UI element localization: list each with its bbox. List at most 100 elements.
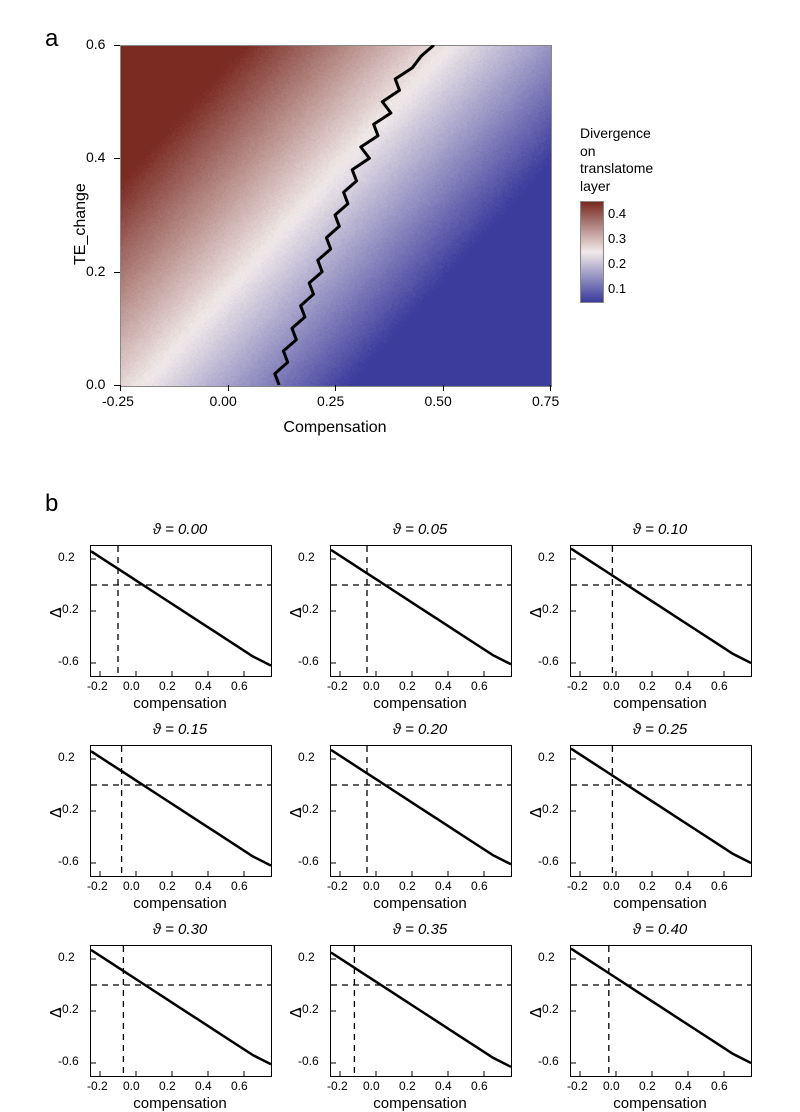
sm-xlabel: compensation (330, 895, 510, 912)
sm-title: ϑ = 0.35 (330, 921, 510, 938)
heatmap-xtick: 0.25 (317, 393, 344, 409)
sm-xtick: 0.4 (675, 879, 692, 893)
sm-ytick: -0.6 (538, 1054, 559, 1068)
sm-title: ϑ = 0.30 (90, 921, 270, 938)
sm-xtick: 0.6 (231, 679, 248, 693)
sm-xtick: 0.6 (231, 879, 248, 893)
heatmap-ytick: 0.6 (86, 36, 105, 52)
sm-xtick: -0.2 (327, 879, 348, 893)
sm-ytick: -0.6 (58, 654, 79, 668)
legend-tick: 0.3 (608, 231, 626, 246)
legend-title: Divergence ontranslatomelayer (580, 125, 653, 195)
sm-title: ϑ = 0.25 (570, 721, 750, 738)
small-multiple: ϑ = 0.05-0.20.00.20.40.6-0.6-0.20.2Δcomp… (330, 545, 510, 675)
sm-ytick: -0.6 (58, 1054, 79, 1068)
sm-plot (330, 745, 512, 877)
sm-title: ϑ = 0.05 (330, 521, 510, 538)
sm-xtick: 0.0 (363, 679, 380, 693)
sm-ytick: -0.6 (298, 654, 319, 668)
sm-xtick: 0.0 (123, 879, 140, 893)
sm-xtick: 0.2 (159, 879, 176, 893)
sm-xtick: 0.2 (639, 679, 656, 693)
panel-label-a: a (45, 25, 58, 53)
heatmap-ytick: 0.0 (86, 376, 105, 392)
sm-ytick: 0.2 (538, 550, 555, 564)
sm-xlabel: compensation (90, 695, 270, 712)
sm-xtick: 0.4 (675, 679, 692, 693)
sm-xtick: 0.4 (195, 1079, 212, 1093)
sm-xtick: 0.6 (711, 879, 728, 893)
sm-ytick: 0.2 (298, 550, 315, 564)
sm-ytick: -0.6 (538, 854, 559, 868)
heatmap-canvas (120, 45, 552, 387)
sm-xlabel: compensation (570, 695, 750, 712)
heatmap-xtick: 0.00 (210, 393, 237, 409)
sm-plot (90, 545, 272, 677)
sm-ylabel: Δ (528, 607, 546, 618)
heatmap-xtick: 0.75 (532, 393, 559, 409)
sm-xtick: 0.2 (399, 879, 416, 893)
sm-ylabel: Δ (528, 807, 546, 818)
sm-xtick: -0.2 (87, 679, 108, 693)
sm-plot (570, 945, 752, 1077)
sm-xtick: 0.0 (603, 879, 620, 893)
sm-xtick: -0.2 (567, 879, 588, 893)
sm-xlabel: compensation (330, 1095, 510, 1112)
legend-colorbar (580, 201, 604, 303)
sm-title: ϑ = 0.20 (330, 721, 510, 738)
sm-title: ϑ = 0.40 (570, 921, 750, 938)
small-multiple: ϑ = 0.40-0.20.00.20.40.6-0.6-0.20.2Δcomp… (570, 945, 750, 1075)
sm-xtick: 0.0 (603, 1079, 620, 1093)
legend-tick: 0.1 (608, 281, 626, 296)
sm-xtick: 0.6 (471, 679, 488, 693)
heatmap-ylabel: TE_change (72, 183, 90, 265)
legend-tick: 0.4 (608, 206, 626, 221)
sm-ytick: -0.6 (538, 654, 559, 668)
sm-ytick: -0.6 (298, 1054, 319, 1068)
sm-xtick: 0.0 (603, 679, 620, 693)
small-multiple: ϑ = 0.25-0.20.00.20.40.6-0.6-0.20.2Δcomp… (570, 745, 750, 875)
sm-ytick: 0.2 (58, 550, 75, 564)
sm-xtick: -0.2 (87, 1079, 108, 1093)
sm-xlabel: compensation (90, 1095, 270, 1112)
heatmap-xtick: -0.25 (102, 393, 134, 409)
sm-xlabel: compensation (330, 695, 510, 712)
sm-xtick: -0.2 (327, 679, 348, 693)
sm-xtick: 0.4 (435, 679, 452, 693)
small-multiple: ϑ = 0.20-0.20.00.20.40.6-0.6-0.20.2Δcomp… (330, 745, 510, 875)
sm-ylabel: Δ (288, 807, 306, 818)
sm-xtick: -0.2 (567, 679, 588, 693)
heatmap-xtick: 0.50 (425, 393, 452, 409)
sm-plot (570, 545, 752, 677)
sm-ytick: -0.6 (58, 854, 79, 868)
heatmap-ytick: 0.2 (86, 263, 105, 279)
sm-xtick: 0.2 (399, 679, 416, 693)
sm-xtick: -0.2 (87, 879, 108, 893)
sm-xtick: 0.0 (363, 1079, 380, 1093)
sm-xtick: 0.0 (363, 879, 380, 893)
sm-xtick: 0.6 (711, 679, 728, 693)
sm-ytick: 0.2 (298, 950, 315, 964)
sm-xtick: 0.2 (639, 1079, 656, 1093)
small-multiple: ϑ = 0.35-0.20.00.20.40.6-0.6-0.20.2Δcomp… (330, 945, 510, 1075)
legend-tick: 0.2 (608, 256, 626, 271)
sm-ytick: 0.2 (298, 750, 315, 764)
sm-title: ϑ = 0.10 (570, 521, 750, 538)
sm-ytick: 0.2 (58, 950, 75, 964)
sm-ylabel: Δ (288, 607, 306, 618)
sm-ylabel: Δ (48, 607, 66, 618)
sm-xlabel: compensation (570, 1095, 750, 1112)
sm-plot (90, 745, 272, 877)
sm-xtick: 0.0 (123, 679, 140, 693)
sm-xtick: 0.2 (399, 1079, 416, 1093)
sm-xtick: 0.6 (471, 1079, 488, 1093)
small-multiple: ϑ = 0.00-0.20.00.20.40.6-0.6-0.20.2Δcomp… (90, 545, 270, 675)
sm-xtick: 0.6 (711, 1079, 728, 1093)
sm-xtick: 0.6 (471, 879, 488, 893)
sm-xtick: 0.4 (435, 879, 452, 893)
sm-plot (330, 545, 512, 677)
sm-xtick: 0.4 (195, 679, 212, 693)
sm-plot (570, 745, 752, 877)
sm-xtick: 0.0 (123, 1079, 140, 1093)
sm-plot (330, 945, 512, 1077)
